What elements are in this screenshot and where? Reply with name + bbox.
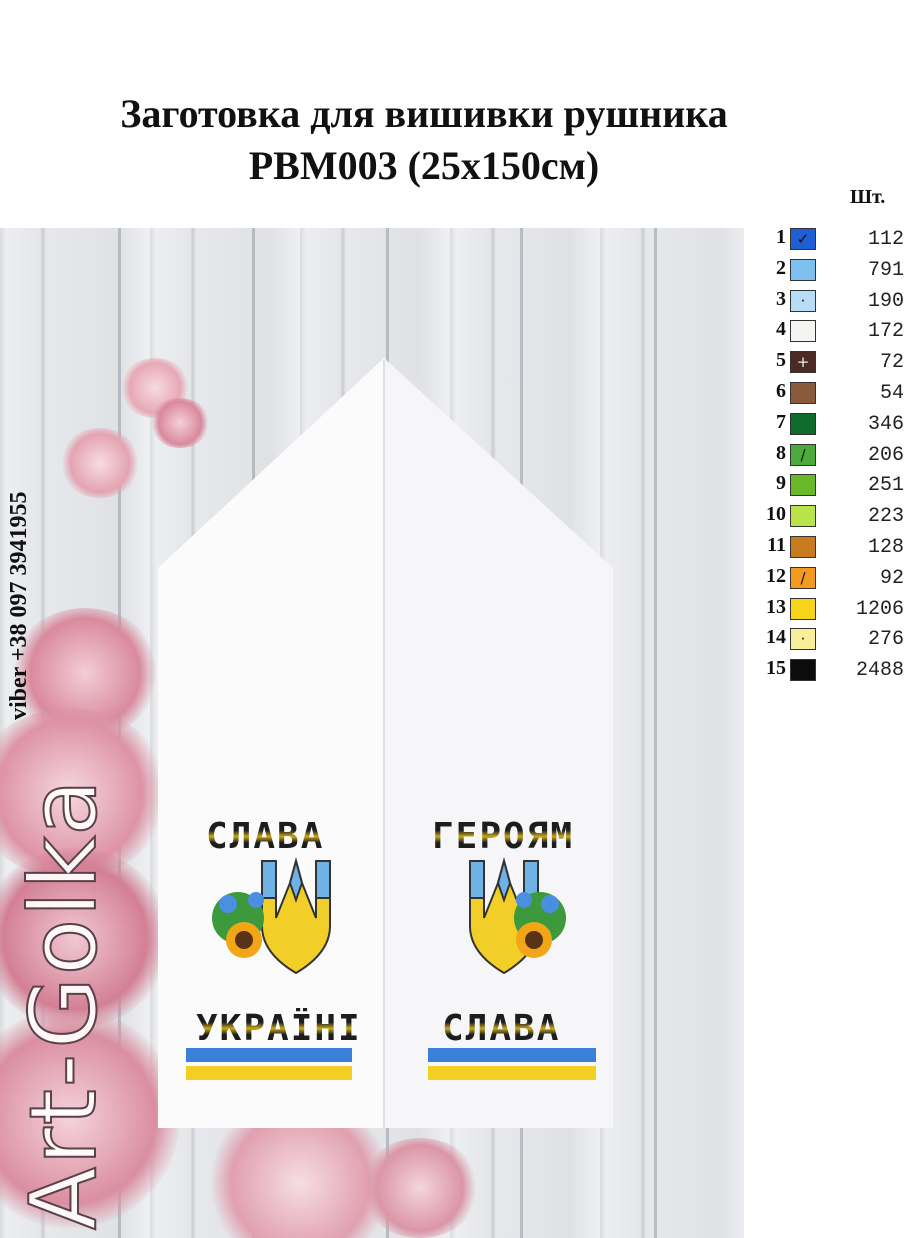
color-swatch: / xyxy=(790,566,816,589)
legend-number: 12 xyxy=(766,564,786,587)
legend-number: 5 xyxy=(776,349,786,372)
legend-number: 3 xyxy=(776,287,786,310)
legend-count: 791 xyxy=(867,258,904,282)
legend-count: 128 xyxy=(867,536,904,559)
legend-row: 5 +72 xyxy=(758,347,918,377)
product-photo: СЛАВА УКРАЇНІ ГЕРОЯМ СЛАВА xyxy=(0,228,744,1238)
legend-count: 54 xyxy=(879,382,904,405)
left-ornament-band xyxy=(186,1048,352,1080)
legend-number: 9 xyxy=(776,472,786,495)
title-line-1: Заготовка для вишивки рушника xyxy=(120,91,728,136)
color-swatch xyxy=(790,536,816,558)
legend-number: 14 xyxy=(766,626,786,649)
legend-number: 10 xyxy=(766,503,786,526)
legend-count: 251 xyxy=(867,474,904,498)
legend-number: 2 xyxy=(776,256,786,279)
towel-illustration xyxy=(158,358,613,1128)
legend-row: 10 223 xyxy=(758,501,918,531)
color-swatch: / xyxy=(790,443,816,466)
legend-count: 276 xyxy=(867,628,904,652)
color-swatch: · xyxy=(790,628,816,651)
legend-number: 8 xyxy=(776,441,786,464)
title-line-2: РВМ003 (25х150см) xyxy=(248,143,600,188)
legend-row: 3 · 190 xyxy=(758,286,918,316)
legend-header: Шт. xyxy=(850,186,886,208)
legend-count: 190 xyxy=(867,289,904,313)
legend-number: 1 xyxy=(776,226,786,248)
color-swatch xyxy=(790,474,816,497)
legend-count: 112 xyxy=(867,228,904,251)
legend-count: 223 xyxy=(867,505,904,529)
color-swatch xyxy=(790,659,816,682)
legend-number: 6 xyxy=(776,380,786,402)
brand-watermark: Art-Golka xyxy=(9,776,118,1231)
legend-row: 15 2488 xyxy=(758,655,918,685)
color-swatch: + xyxy=(790,351,816,374)
color-swatch xyxy=(790,258,816,281)
legend-row: 12/ 92 xyxy=(758,563,918,593)
color-swatch xyxy=(790,412,816,435)
right-trident-emblem xyxy=(469,857,566,975)
color-swatch xyxy=(790,320,816,343)
legend-number: 4 xyxy=(776,318,786,341)
color-swatch xyxy=(790,505,816,528)
legend-row: 14 · 276 xyxy=(758,624,918,654)
color-swatch xyxy=(790,382,816,404)
color-swatch: · xyxy=(790,289,816,312)
legend-number: 11 xyxy=(767,534,786,556)
legend-row: 8/ 206 xyxy=(758,440,918,470)
legend-number: 7 xyxy=(776,410,786,433)
legend-row: 1 ✓ 112 xyxy=(758,224,918,254)
legend-count: 72 xyxy=(879,351,904,375)
right-ornament-band xyxy=(428,1048,596,1080)
left-trident-emblem xyxy=(212,857,331,975)
color-swatch: ✓ xyxy=(790,228,816,250)
legend-row: 2 791 xyxy=(758,255,918,285)
legend-count: 92 xyxy=(879,566,904,590)
towel-text-slava-left: СЛАВА xyxy=(206,816,325,857)
legend-row: 4 172 xyxy=(758,316,918,346)
legend-count: 1206 xyxy=(855,597,904,621)
legend-row: 7 346 xyxy=(758,409,918,439)
legend-count: 206 xyxy=(867,443,904,467)
legend-row: 6 54 xyxy=(758,378,918,408)
legend-count: 2488 xyxy=(855,659,904,683)
page-title: Заготовка для вишивки рушника РВМ003 (25… xyxy=(0,88,848,192)
color-swatch xyxy=(790,597,816,620)
legend-row: 13 1206 xyxy=(758,594,918,624)
legend-number: 15 xyxy=(766,657,786,680)
towel-text-slava-right: СЛАВА xyxy=(442,1008,561,1049)
legend-row: 9 251 xyxy=(758,470,918,500)
legend-row: 11 128 xyxy=(758,532,918,562)
legend-number: 13 xyxy=(766,595,786,618)
towel-text-ukraini: УКРАЇНІ xyxy=(196,1008,362,1049)
towel-text-heroiam: ГЕРОЯМ xyxy=(432,816,575,857)
legend-count: 346 xyxy=(867,412,904,436)
legend-count: 172 xyxy=(867,320,904,344)
